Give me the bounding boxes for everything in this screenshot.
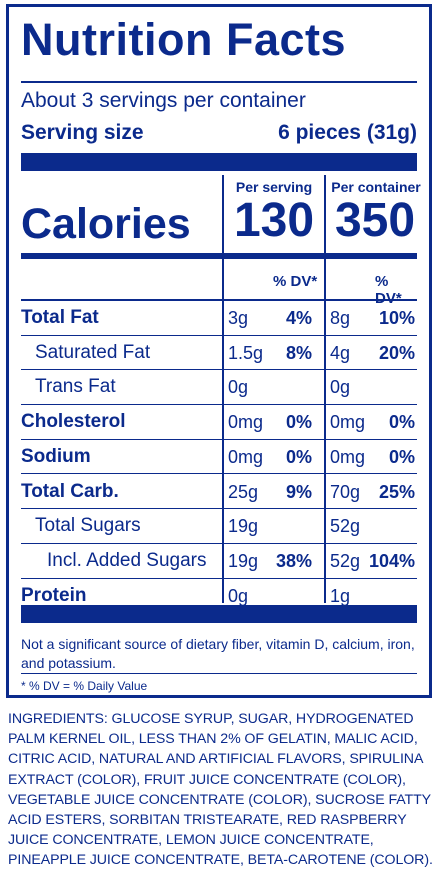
calories-divider (21, 253, 417, 259)
row-divider (21, 404, 417, 406)
nutrient-row: Protein 0g 1g (21, 579, 417, 614)
nutrient-label: Total Sugars (35, 515, 141, 537)
dv-header-serving: % DV* (273, 273, 318, 290)
nutrient-row: Trans Fat 0g 0g (21, 370, 417, 406)
nutrient-row: Total Fat 3g 4% 8g 10% (21, 301, 417, 336)
row-divider (21, 369, 417, 371)
column-divider-1 (222, 175, 224, 603)
dv-header-divider (21, 299, 417, 301)
container-amount: 4g (330, 342, 351, 363)
container-amount: 8g (330, 308, 351, 328)
serving-amount: 25g (228, 481, 259, 502)
nutrient-label: Sodium (21, 445, 91, 467)
nutrient-label: Total Fat (21, 307, 99, 328)
nutrient-label: Trans Fat (35, 376, 116, 398)
row-divider (21, 508, 417, 510)
calories-label: Calories (21, 200, 191, 248)
calories-per-container: 350 (334, 194, 416, 247)
nutrition-facts-panel: Nutrition Facts About 3 servings per con… (6, 4, 432, 698)
row-divider (21, 473, 417, 475)
nutrient-label: Protein (21, 584, 87, 606)
serving-percent-dv: 0% (285, 412, 312, 433)
serving-amount: 1.5g (228, 342, 264, 363)
container-amount: 0mg (330, 412, 366, 433)
footnote-divider (21, 673, 417, 674)
serving-size-label: Serving size (21, 121, 144, 144)
serving-amount: 0mg (228, 412, 264, 433)
container-amount: 52g (330, 550, 361, 571)
footnote-daily-value: * % DV = % Daily Value (21, 679, 148, 693)
serving-percent-dv: 8% (285, 342, 312, 363)
nutrient-row: Total Sugars 19g 52g (21, 509, 417, 544)
container-amount: 52g (330, 516, 361, 537)
nutrient-label: Saturated Fat (35, 341, 151, 363)
nutrient-label: Cholesterol (21, 411, 126, 433)
container-percent-dv: 104% (368, 550, 415, 571)
column-divider-2 (324, 175, 326, 603)
serving-percent-dv: 38% (275, 550, 312, 571)
nutrient-label: Incl. Added Sugars (47, 549, 207, 571)
nutrient-row: Incl. Added Sugars 19g 38% 52g 104% (21, 544, 417, 579)
container-percent-dv: 0% (388, 412, 415, 433)
serving-percent-dv: 4% (285, 308, 312, 328)
serving-amount: 3g (228, 308, 249, 328)
nutrient-label: Total Carb. (21, 480, 119, 502)
container-percent-dv: 10% (378, 308, 415, 328)
serving-amount: 0g (228, 377, 249, 398)
serving-amount: 0mg (228, 446, 264, 467)
row-divider (21, 438, 417, 440)
serving-amount: 19g (228, 516, 259, 537)
nutrient-row: Cholesterol 0mg 0% 0mg 0% (21, 405, 417, 440)
nutrient-row: Saturated Fat 1.5g 8% 4g 20% (21, 336, 417, 371)
container-amount: 70g (330, 481, 361, 502)
nutrition-facts-title: Nutrition Facts (21, 14, 347, 65)
container-amount: 0g (330, 377, 351, 398)
row-divider (21, 542, 417, 544)
per-container-header: Per container (331, 179, 421, 195)
row-divider (21, 334, 417, 336)
container-amount: 1g (330, 585, 351, 606)
calories-per-serving: 130 (233, 194, 315, 247)
container-percent-dv: 0% (388, 446, 415, 467)
footnote-nonsignificant: Not a significant source of dietary fibe… (21, 636, 415, 671)
container-amount: 0mg (330, 446, 366, 467)
dv-header-container: % DV* (375, 273, 402, 307)
servings-per-container: About 3 servings per container (21, 89, 306, 112)
thick-divider-bottom (21, 605, 417, 623)
nutrient-row: Total Carb. 25g 9% 70g 25% (21, 475, 417, 510)
container-percent-dv: 25% (378, 481, 415, 502)
serving-size-value: 6 pieces (31g) (278, 121, 417, 144)
row-divider (21, 577, 417, 579)
serving-percent-dv: 9% (285, 481, 312, 502)
thick-divider-top (21, 153, 417, 171)
serving-amount: 19g (228, 550, 259, 571)
serving-percent-dv: 0% (285, 446, 312, 467)
per-serving-header: Per serving (235, 179, 313, 195)
nutrient-row: Sodium 0mg 0% 0mg 0% (21, 440, 417, 475)
title-divider (21, 81, 417, 83)
container-percent-dv: 20% (378, 342, 415, 363)
nutrition-facts-inner: Nutrition Facts About 3 servings per con… (21, 7, 421, 695)
serving-amount: 0g (228, 585, 249, 606)
ingredients-list: INGREDIENTS: GLUCOSE SYRUP, SUGAR, HYDRO… (8, 711, 433, 869)
